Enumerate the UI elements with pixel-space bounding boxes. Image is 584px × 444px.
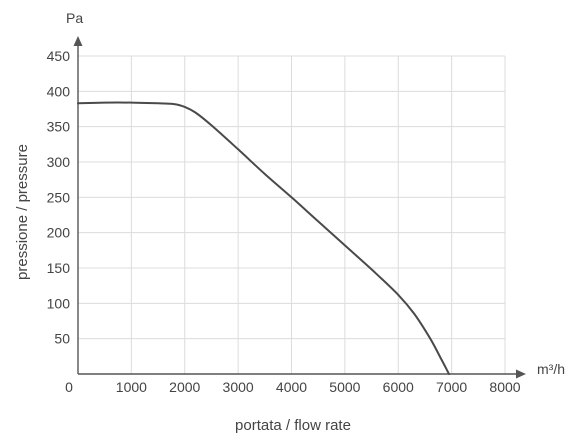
x-tick-label: 5000	[329, 379, 360, 395]
x-unit-label: m³/h	[537, 361, 565, 377]
y-tick-label: 100	[47, 295, 71, 311]
x-tick-label: 7000	[436, 379, 467, 395]
y-tick-label: 50	[54, 331, 70, 347]
x-tick-label: 3000	[223, 379, 254, 395]
y-unit-label: Pa	[66, 10, 83, 26]
x-tick-label: 1000	[116, 379, 147, 395]
x-tick-label: 8000	[489, 379, 520, 395]
x-axis-arrow	[516, 369, 526, 379]
y-tick-label: 350	[47, 119, 71, 135]
y-tick-label: 300	[47, 154, 71, 170]
x-axis-title: portata / flow rate	[235, 417, 351, 434]
y-tick-label: 250	[47, 189, 71, 205]
y-tick-label: 200	[47, 225, 71, 241]
y-axis-arrow	[73, 36, 83, 46]
x-tick-label: 2000	[169, 379, 200, 395]
y-axis-title: pressione / pressure	[14, 144, 31, 280]
x-tick-label: 0	[65, 379, 73, 395]
y-tick-label: 400	[47, 83, 71, 99]
y-tick-label: 150	[47, 260, 71, 276]
y-tick-label: 450	[47, 48, 71, 64]
fan-curve-line	[77, 101, 450, 375]
axes	[73, 36, 526, 379]
x-tick-label: 4000	[276, 379, 307, 395]
x-tick-label: 6000	[383, 379, 414, 395]
series-layer	[77, 101, 450, 375]
tick-labels: 0 1000 2000 3000 4000 5000 6000 7000 8000 50 100 15…	[47, 48, 521, 395]
